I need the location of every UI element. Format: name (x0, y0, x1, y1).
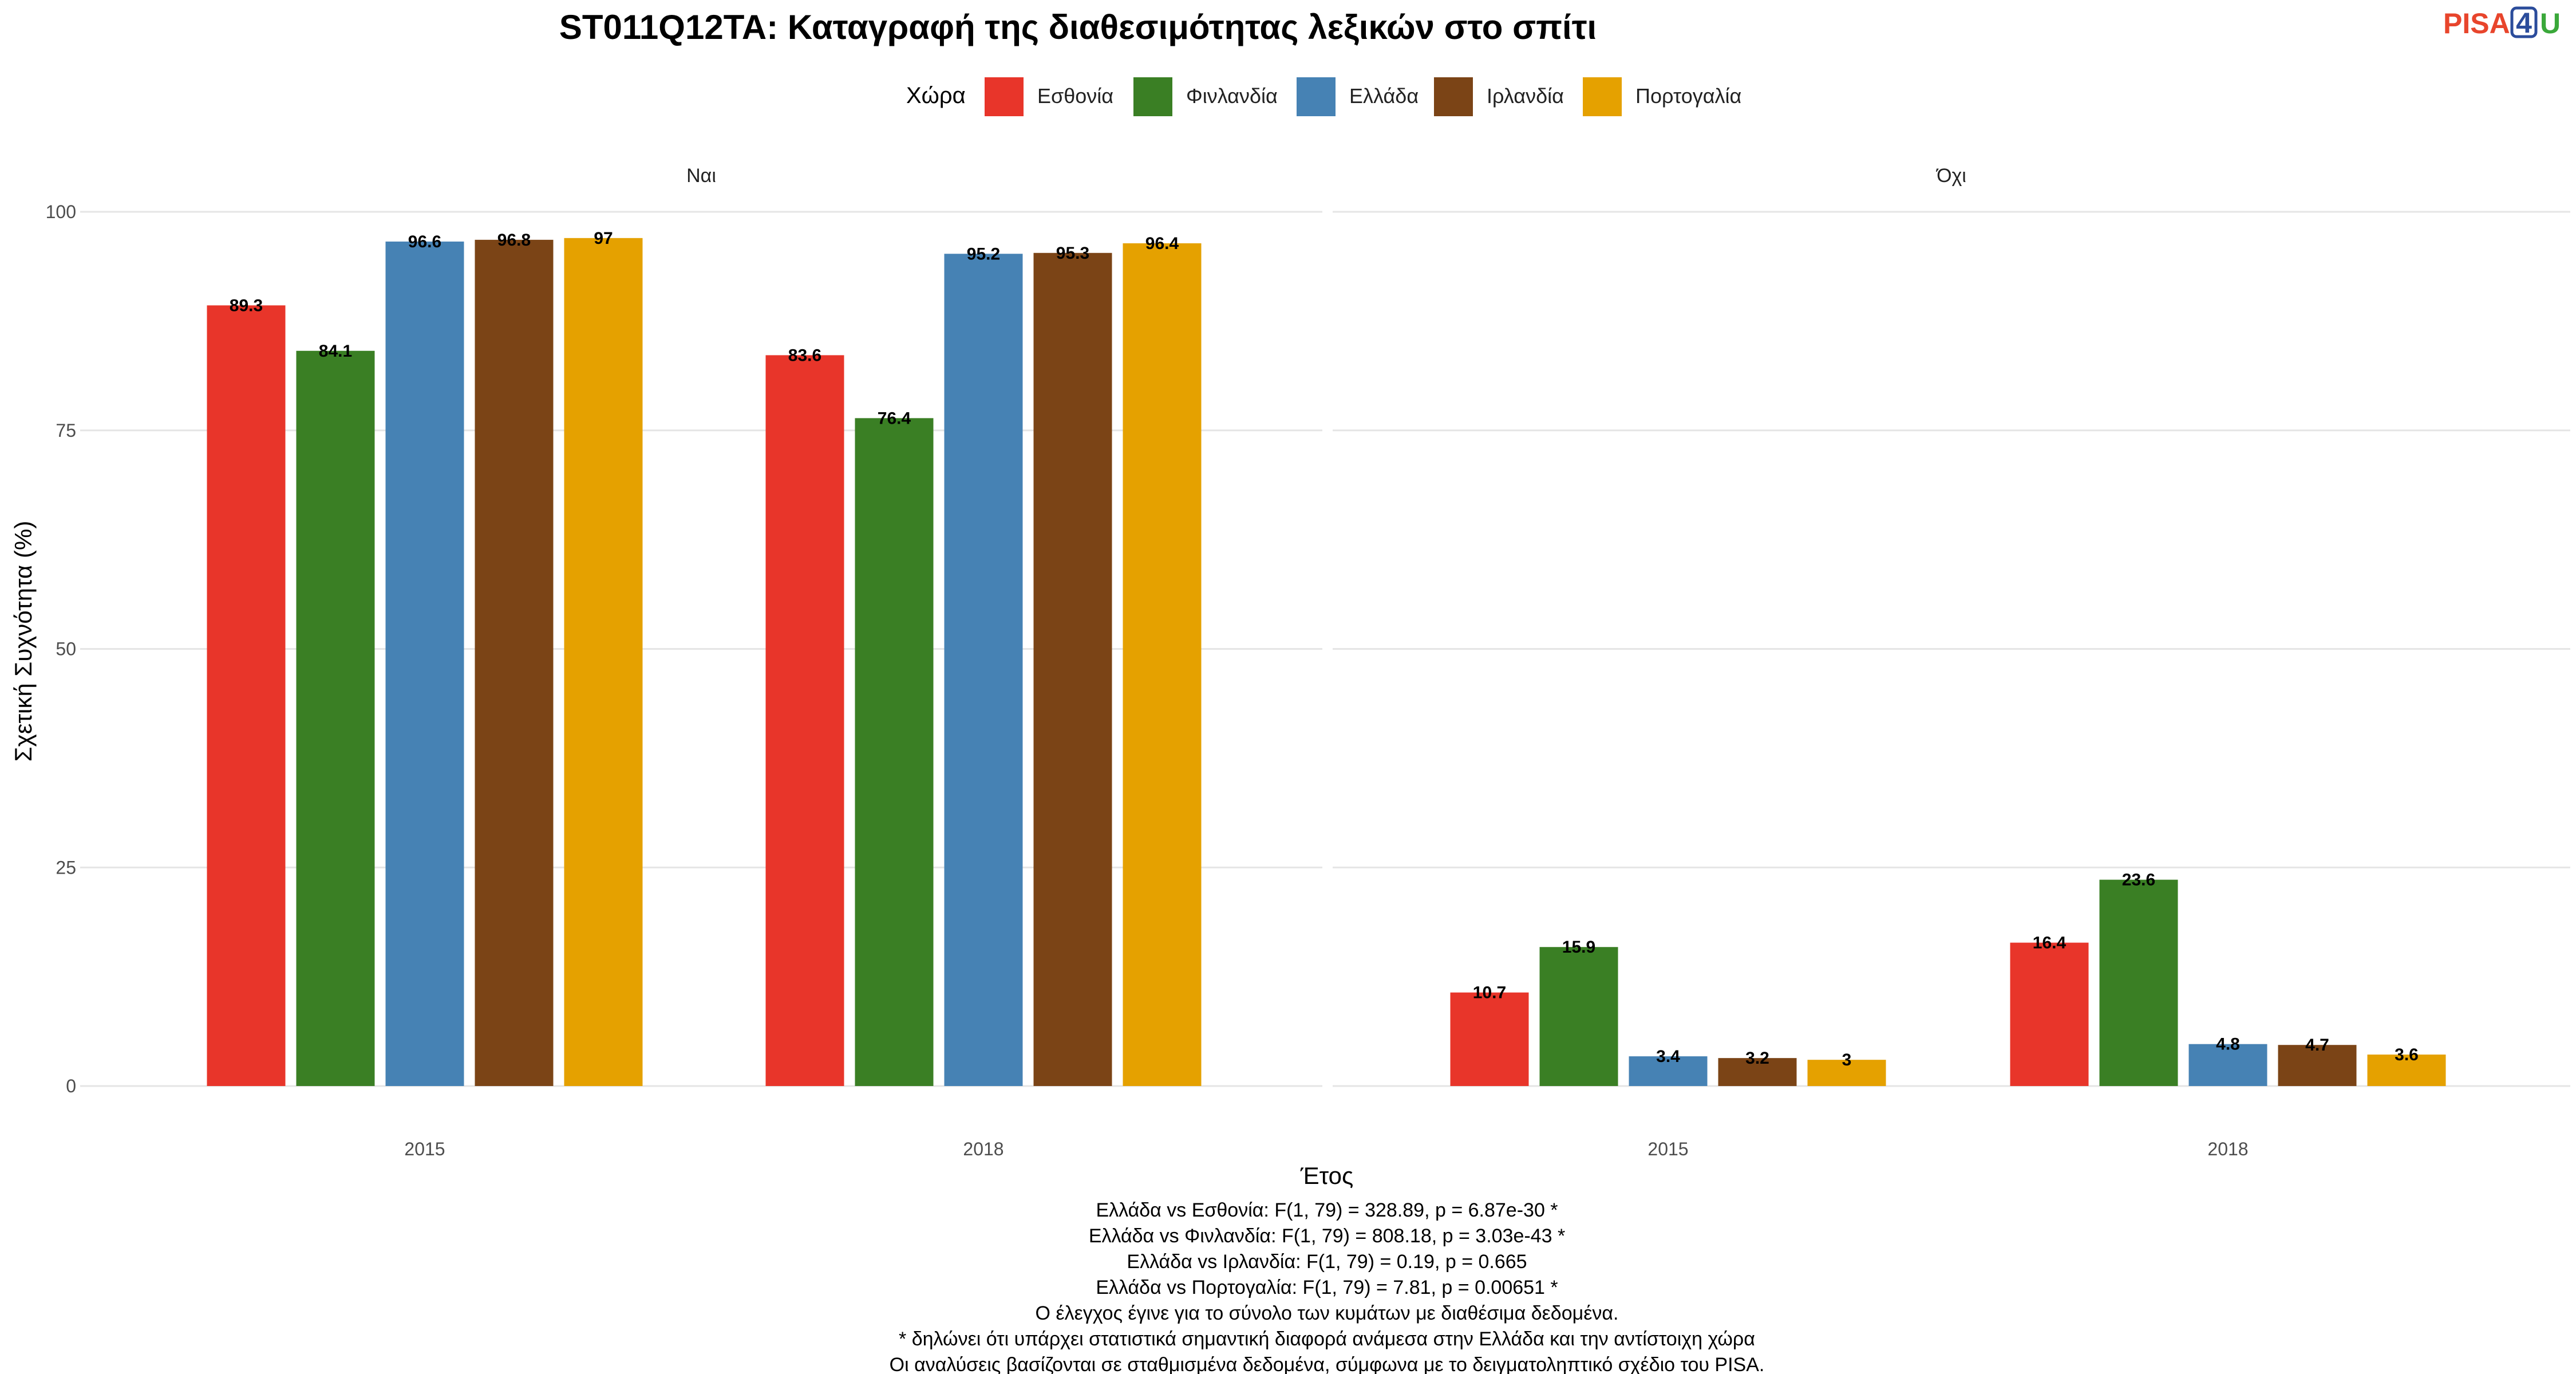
logo-text-u: U (2540, 7, 2561, 40)
data-label: 84.1 (319, 342, 352, 361)
bar (1807, 1060, 1886, 1086)
legend-label: Ελλάδα (1349, 84, 1419, 108)
bar (1450, 992, 1529, 1086)
data-label: 96.8 (497, 231, 531, 250)
data-label: 4.7 (2305, 1036, 2329, 1055)
data-label: 95.3 (1056, 244, 1089, 263)
bar (2278, 1045, 2357, 1086)
bar (1718, 1058, 1797, 1086)
bar (2188, 1044, 2267, 1086)
bar (855, 418, 934, 1086)
logo-text-pisa: PISA (2443, 7, 2510, 40)
data-label: 4.8 (2216, 1035, 2240, 1054)
logo-frame (2510, 6, 2538, 38)
y-tick-label: 0 (66, 1076, 76, 1096)
facet-label: Ναι (686, 165, 716, 187)
data-label: 97 (594, 229, 613, 248)
x-tick-label: 2015 (404, 1139, 445, 1159)
y-tick-label: 25 (56, 857, 76, 878)
facet-panel: Ναι 89.3 84.1 96.6 96.8 97 2015 83.6 76.4 95.2 95.… (80, 165, 1322, 1159)
legend-swatch (985, 77, 1024, 116)
caption-line: Ελλάδα vs Πορτογαλία: F(1, 79) = 7.81, p… (1096, 1277, 1558, 1298)
legend-label: Φινλανδία (1186, 84, 1278, 108)
bar (1123, 243, 1202, 1087)
caption-line: Οι αναλύσεις βασίζονται σε σταθμισμένα δ… (890, 1354, 1765, 1374)
legend-label: Πορτογαλία (1635, 84, 1741, 108)
y-tick-label: 50 (56, 639, 76, 660)
chart-panels: Ναι 89.3 84.1 96.6 96.8 97 2015 83.6 76.4 95.2 95.… (46, 165, 2570, 1159)
bar (1539, 947, 1618, 1086)
data-label: 16.4 (2033, 934, 2067, 953)
bar (385, 241, 464, 1087)
data-label: 23.6 (2122, 871, 2155, 890)
data-label: 95.2 (967, 244, 1000, 263)
data-label: 96.6 (408, 232, 441, 251)
chart-title: ST011Q12TA: Καταγραφή της διαθεσιμότητας… (559, 8, 1597, 46)
data-label: 15.9 (1562, 938, 1595, 957)
legend-label: Ιρλανδία (1487, 84, 1564, 108)
x-tick-label: 2015 (1647, 1139, 1688, 1159)
bar (944, 254, 1023, 1086)
logo-text-4: 4 (2516, 7, 2532, 39)
x-axis-label: Έτος (1300, 1162, 1354, 1189)
bar (2010, 942, 2089, 1086)
caption-line: Ελλάδα vs Φινλανδία: F(1, 79) = 808.18, … (1089, 1225, 1565, 1247)
data-label: 3.6 (2395, 1045, 2419, 1064)
legend-swatch (1297, 77, 1336, 116)
bar (2367, 1055, 2446, 1086)
bar (475, 239, 554, 1086)
caption: Ελλάδα vs Εσθονία: F(1, 79) = 328.89, p … (890, 1199, 1765, 1374)
bar (207, 305, 286, 1087)
bar (296, 350, 375, 1087)
data-label: 3.2 (1745, 1049, 1769, 1068)
caption-line: Ο έλεγχος έγινε για το σύνολο των κυμάτω… (1036, 1302, 1619, 1324)
legend-swatch (1434, 77, 1473, 116)
pisa4u-logo: PISA 4 U (2443, 6, 2561, 40)
data-label: 89.3 (230, 296, 263, 315)
y-tick-label: 100 (46, 202, 76, 222)
legend-label: Εσθονία (1037, 84, 1113, 108)
y-tick-label: 75 (56, 420, 76, 441)
data-label: 96.4 (1145, 234, 1179, 253)
bar (1629, 1056, 1708, 1086)
data-label: 3 (1842, 1051, 1852, 1069)
data-label: 76.4 (878, 409, 911, 428)
bar (564, 238, 643, 1086)
bar (2099, 879, 2178, 1086)
data-label: 3.4 (1656, 1047, 1680, 1066)
bar (1033, 252, 1112, 1086)
x-tick-label: 2018 (2207, 1139, 2248, 1159)
x-tick-label: 2018 (963, 1139, 1003, 1159)
bar (765, 355, 844, 1086)
legend: Χώρα Εσθονία Φινλανδία Ελλάδα Ιρλανδία Πορτο… (906, 77, 1741, 116)
facet-panel: Όχι 10.7 15.9 3.4 3.2 3 2015 16.4 23.6 4.8 4.7 3.6 2… (1333, 165, 2570, 1159)
data-label: 83.6 (788, 346, 821, 365)
caption-line: * δηλώνει ότι υπάρχει στατιστικά σημαντι… (899, 1328, 1755, 1350)
facet-label: Όχι (1935, 165, 1966, 187)
caption-line: Ελλάδα vs Εσθονία: F(1, 79) = 328.89, p … (1096, 1199, 1558, 1221)
legend-swatch (1133, 77, 1172, 116)
legend-swatch (1583, 77, 1622, 116)
data-label: 10.7 (1473, 984, 1506, 1002)
caption-line: Ελλάδα vs Ιρλανδία: F(1, 79) = 0.19, p =… (1127, 1251, 1527, 1273)
y-axis-label: Σχετική Συχνότητα (%) (10, 521, 37, 762)
legend-title: Χώρα (906, 83, 966, 108)
